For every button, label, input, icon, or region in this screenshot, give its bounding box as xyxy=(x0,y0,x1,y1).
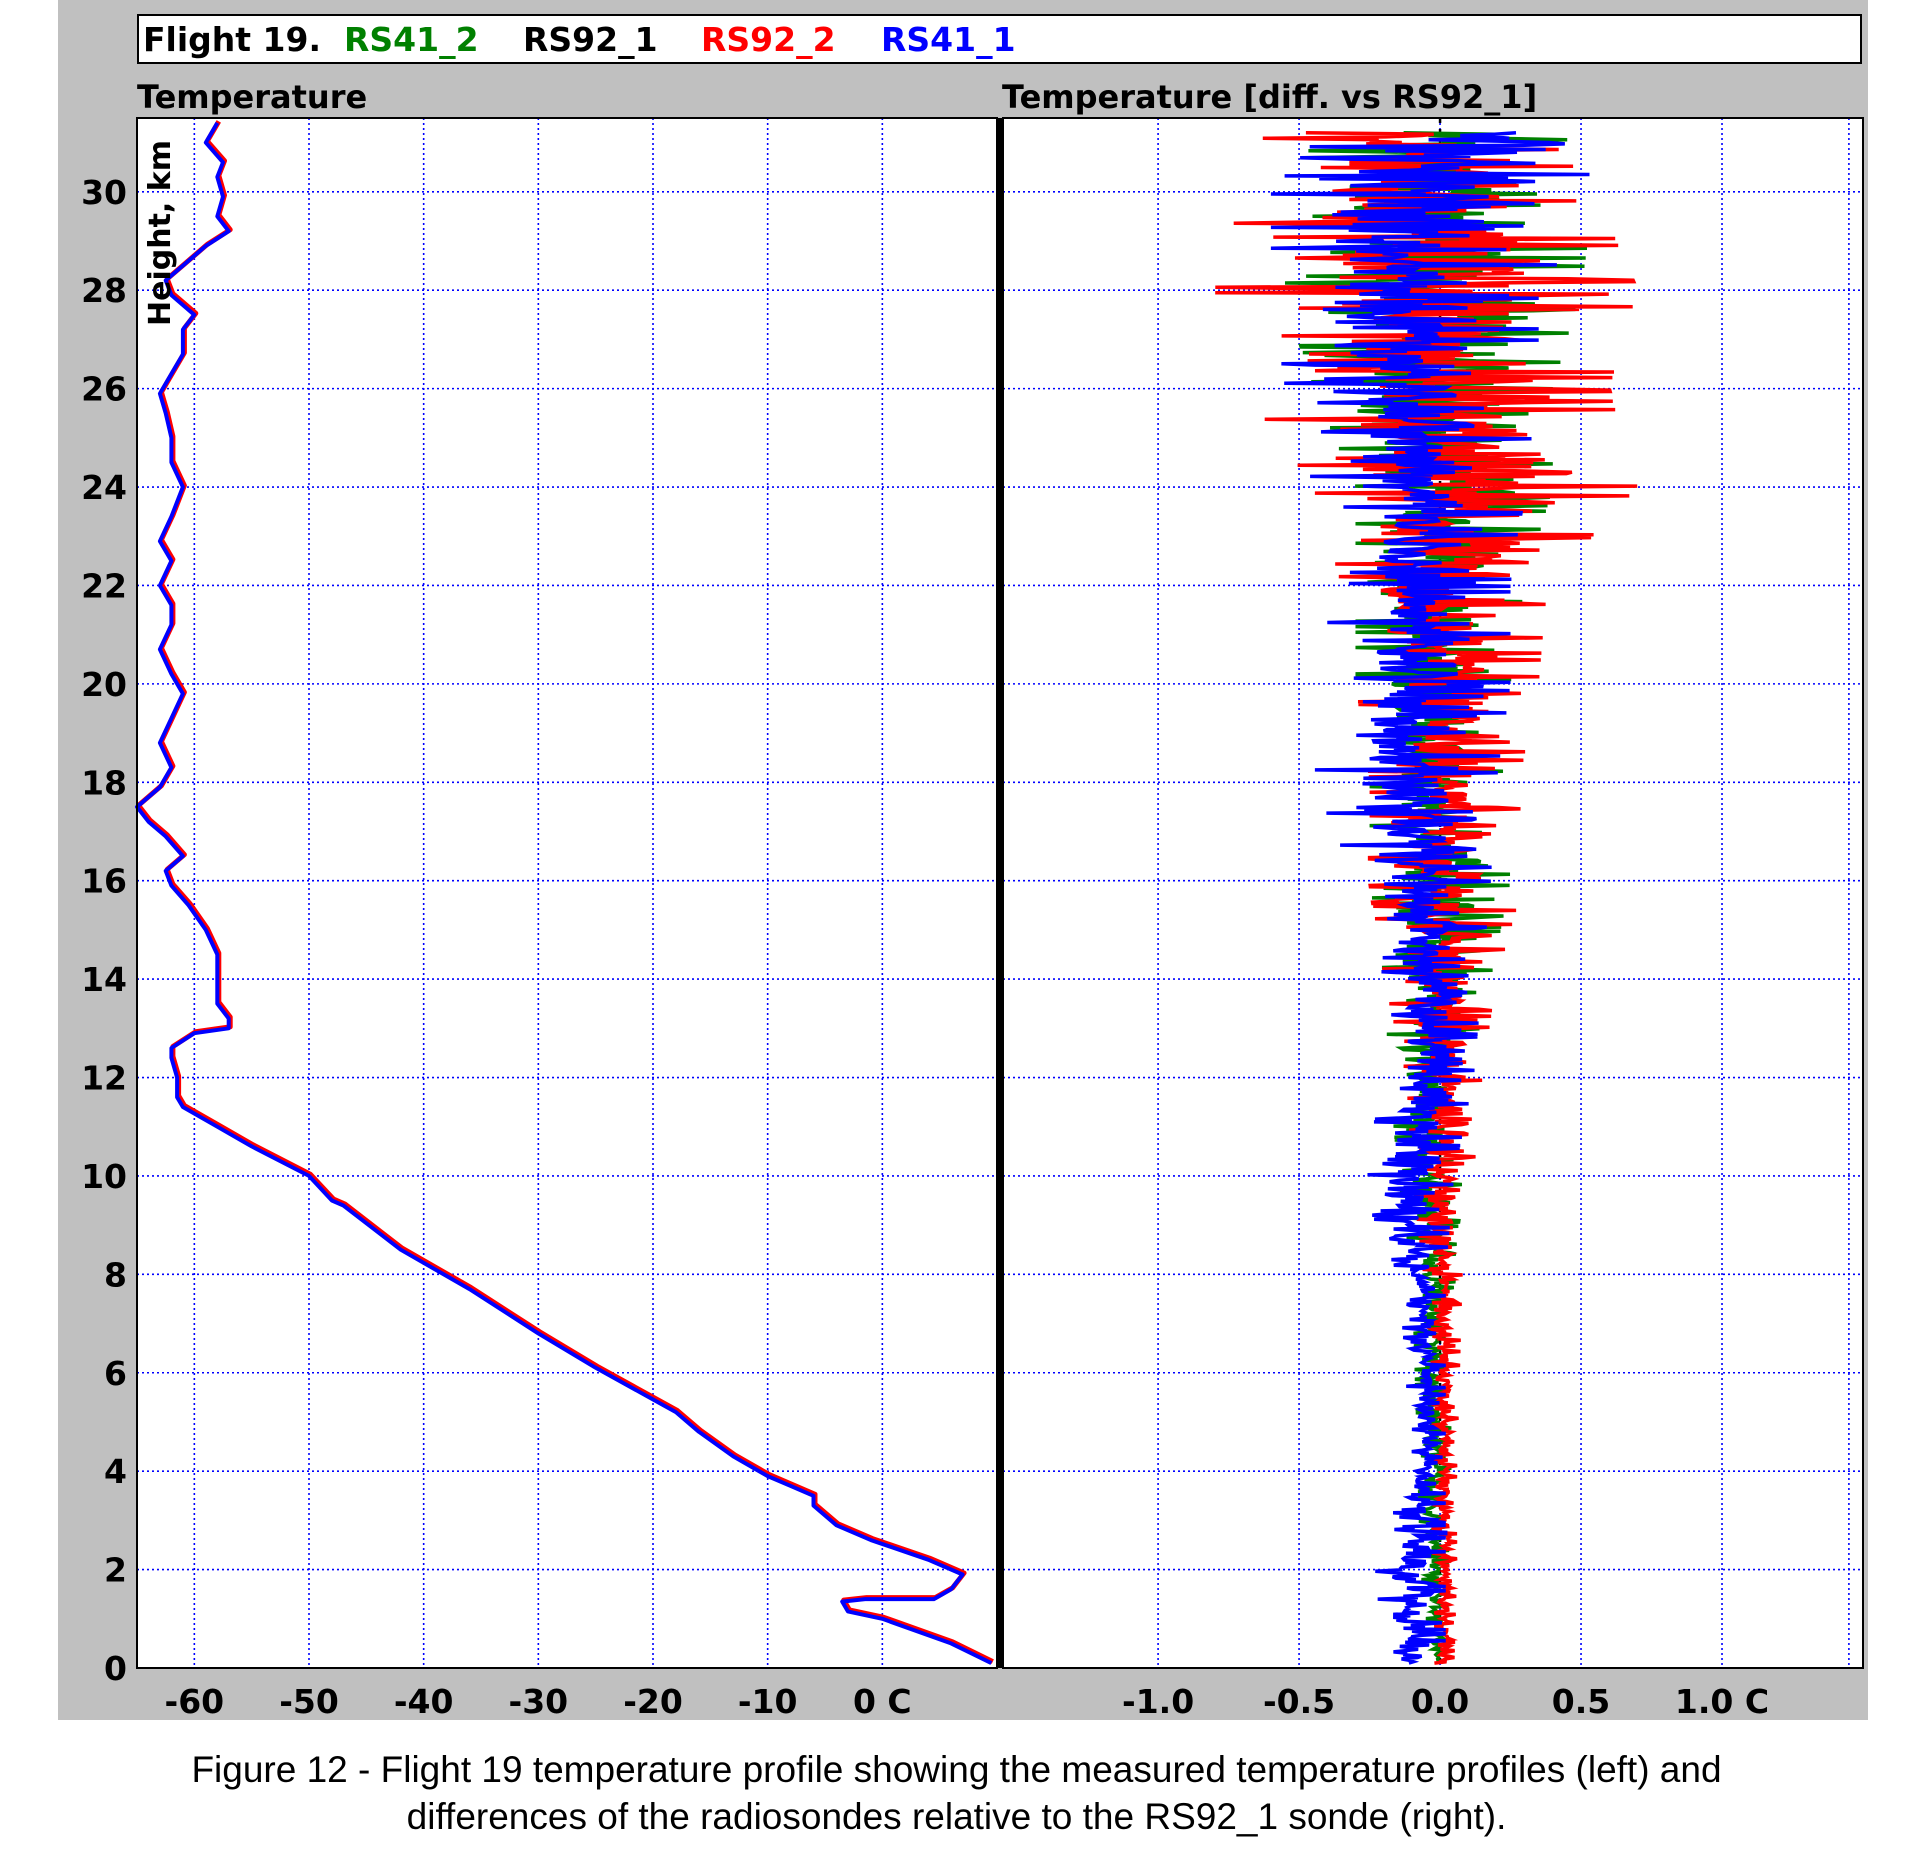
y-tick-label: 6 xyxy=(104,1354,127,1393)
plot-area-0 xyxy=(137,118,997,1668)
y-tick-label: 4 xyxy=(104,1452,127,1491)
legend-box: Flight 19. RS41_2 RS92_1 RS92_2 RS41_1 xyxy=(137,14,1862,64)
legend-item-rs92-1: RS92_1 xyxy=(523,20,658,59)
y-tick-label: 16 xyxy=(81,862,127,901)
x-tick-label: -30 xyxy=(509,1682,569,1721)
y-tick-label: 2 xyxy=(104,1551,127,1590)
x-tick-label: 0 C xyxy=(853,1682,912,1721)
y-axis-label: Height, km xyxy=(143,140,178,326)
x-tick-label: -50 xyxy=(279,1682,339,1721)
legend-item-rs92-2: RS92_2 xyxy=(701,20,836,59)
x-tick-label: -10 xyxy=(738,1682,798,1721)
legend-flight-label: Flight 19. xyxy=(143,20,322,59)
legend-item-rs41-1: RS41_1 xyxy=(881,20,1016,59)
series-line-rs41-1 xyxy=(135,121,993,1665)
x-tick-label: -60 xyxy=(165,1682,225,1721)
right-panel-title: Temperature [diff. vs RS92_1] xyxy=(1002,78,1538,116)
figure-caption: Figure 12 - Flight 19 temperature profil… xyxy=(0,1746,1913,1840)
legend-item-rs41-2: RS41_2 xyxy=(344,20,479,59)
x-tick-label: -40 xyxy=(394,1682,454,1721)
diff-series-rs41-1 xyxy=(1270,131,1590,1665)
x-tick-label: 0.0 xyxy=(1411,1682,1469,1721)
x-tick-label: -0.5 xyxy=(1263,1682,1335,1721)
y-tick-label: 24 xyxy=(81,468,127,507)
y-tick-label: 26 xyxy=(81,370,127,409)
left-panel-title: Temperature xyxy=(137,78,368,116)
x-tick-label: 0.5 xyxy=(1552,1682,1610,1721)
y-tick-label: 20 xyxy=(81,665,127,704)
caption-line-2: differences of the radiosondes relative … xyxy=(406,1796,1507,1837)
chart-canvas: -60 -50 -40 -30 -20 -10 0 C0246810121416182022… xyxy=(81,117,1864,1721)
y-tick-label: 10 xyxy=(81,1157,127,1196)
y-tick-label: 22 xyxy=(81,566,127,605)
y-tick-label: 8 xyxy=(104,1255,127,1294)
y-tick-label: 0 xyxy=(104,1649,127,1688)
x-tick-label: 1.0 C xyxy=(1675,1682,1769,1721)
y-tick-label: 12 xyxy=(81,1059,127,1098)
caption-line-1: Figure 12 - Flight 19 temperature profil… xyxy=(191,1749,1722,1790)
y-tick-label: 28 xyxy=(81,271,127,310)
y-tick-label: 14 xyxy=(81,960,127,999)
x-tick-label: -20 xyxy=(623,1682,683,1721)
y-tick-label: 18 xyxy=(81,763,127,802)
y-tick-label: 30 xyxy=(81,173,127,212)
x-tick-label: -1.0 xyxy=(1122,1682,1194,1721)
